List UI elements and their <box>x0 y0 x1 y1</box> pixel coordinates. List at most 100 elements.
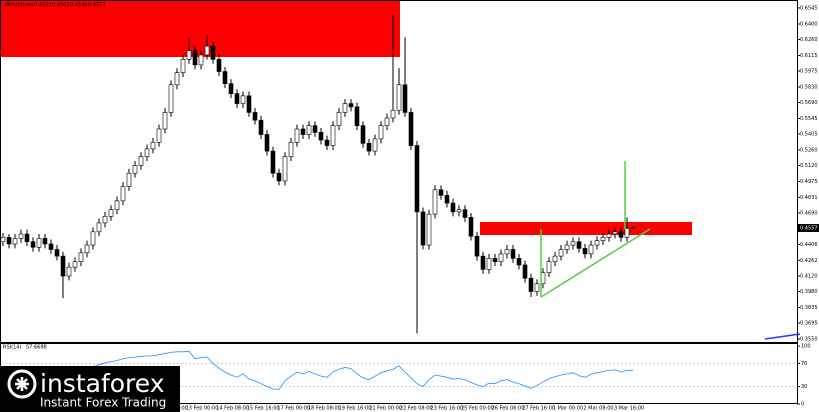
candle-body <box>576 241 582 249</box>
candle-body <box>294 128 300 143</box>
x-tick-label: 21 Feb 00:00 <box>369 406 402 412</box>
candle-body <box>30 241 36 248</box>
candle-body <box>378 125 384 140</box>
candle-body <box>168 84 174 113</box>
candle-body <box>198 54 204 66</box>
candle-body <box>48 243 54 250</box>
candle-body <box>246 95 252 113</box>
candle-body <box>354 106 360 126</box>
y-tick-label: 0.6260 <box>800 37 818 43</box>
candle-body <box>162 112 168 130</box>
candle-body <box>156 128 162 143</box>
candle-body <box>96 222 102 233</box>
candle-body <box>288 141 294 157</box>
x-tick-label: 1 Mar 00:00 <box>553 406 583 412</box>
y-tick-label: 0.3835 <box>800 305 818 311</box>
candle-body <box>312 125 318 133</box>
brand: instaforex <box>40 369 165 398</box>
candle-body <box>612 231 618 235</box>
candle-body <box>84 244 90 254</box>
candle-body <box>12 238 18 245</box>
candle-body <box>342 103 348 113</box>
y-tick-label: 0.6400 <box>800 21 818 27</box>
candle-body <box>114 200 120 210</box>
rsi-tick-label: 30 <box>801 384 807 390</box>
tagline: Instant Forex Trading <box>40 396 166 410</box>
candle-body <box>282 156 288 182</box>
x-tick-label: 2 Mar 08:00 <box>583 406 613 412</box>
candle-body <box>234 93 240 104</box>
indicator-line <box>764 333 801 340</box>
candle-body <box>360 125 366 144</box>
price-box <box>798 224 819 232</box>
candle-body <box>150 141 156 150</box>
candle-body <box>456 209 462 213</box>
candle-body <box>450 202 456 213</box>
candle-body <box>132 165 138 174</box>
y-tick-label: 0.6545 <box>800 5 818 11</box>
candle-body <box>24 233 30 243</box>
candle-body <box>486 258 492 270</box>
candle-body <box>258 119 264 135</box>
y-tick-label: 0.4831 <box>800 195 818 201</box>
x-tick-label: 26 Feb 08:00 <box>492 406 525 412</box>
y-tick-label: 0.5690 <box>800 100 818 106</box>
candle-body <box>522 264 528 279</box>
candle-body <box>438 189 444 196</box>
candle-body <box>624 228 630 238</box>
candle-body <box>240 95 246 104</box>
candle-body <box>390 109 396 119</box>
x-tick-label: 22 Feb 08:00 <box>400 406 433 412</box>
ohlc-open: 0.4552 <box>34 3 52 9</box>
y-tick-label: 0.4406 <box>800 242 818 248</box>
candle-body <box>462 209 468 218</box>
candle-body <box>108 209 114 217</box>
candle-body <box>552 255 558 262</box>
y-tick-label: 0.4120 <box>800 274 818 280</box>
candle-body <box>270 150 276 174</box>
candle-body <box>60 255 66 277</box>
candle-body <box>414 145 420 213</box>
candle-body <box>420 211 426 246</box>
logo-icon <box>7 369 37 399</box>
y-tick-label: 0.5830 <box>800 85 818 91</box>
symbol: XRPUSD,H4 <box>4 3 33 9</box>
candle-body <box>384 117 390 126</box>
candle-body <box>300 128 306 135</box>
candle-body <box>276 172 282 182</box>
candle-body <box>252 112 258 121</box>
plot <box>0 15 797 391</box>
candle-body <box>72 261 78 268</box>
candle-body <box>510 249 516 259</box>
y-tick-label: 0.3550 <box>800 337 818 343</box>
candle-body <box>228 83 234 94</box>
candle-body <box>480 255 486 270</box>
rsi-value: 57.6688 <box>26 345 47 351</box>
candle-body <box>78 252 84 262</box>
logo-icon <box>15 377 29 391</box>
candle-body <box>468 217 474 237</box>
x-tick-label: 25 Feb 00:00 <box>461 406 494 412</box>
ohlc-high: 0.4562 <box>52 3 70 9</box>
candle-body <box>120 186 126 202</box>
main-frame <box>0 0 798 343</box>
candle-body <box>600 237 606 241</box>
x-tick-label: 17 Feb 00:00 <box>277 406 310 412</box>
candle-body <box>330 125 336 146</box>
candle-body <box>558 249 564 257</box>
candle-body <box>594 240 600 246</box>
y-tick-label: 0.4262 <box>800 258 818 264</box>
candle-body <box>534 283 540 292</box>
candle-body <box>186 50 192 60</box>
candle-body <box>306 125 312 135</box>
candle-body <box>498 253 504 262</box>
candle-body <box>528 277 534 292</box>
y-tick-label: 0.5260 <box>800 148 818 154</box>
candle-body <box>348 103 354 108</box>
rsi-tick-label: 0 <box>801 402 804 408</box>
y-tick-label: 0.4975 <box>800 179 818 185</box>
candle-body <box>102 216 108 224</box>
candle-body <box>36 238 42 248</box>
